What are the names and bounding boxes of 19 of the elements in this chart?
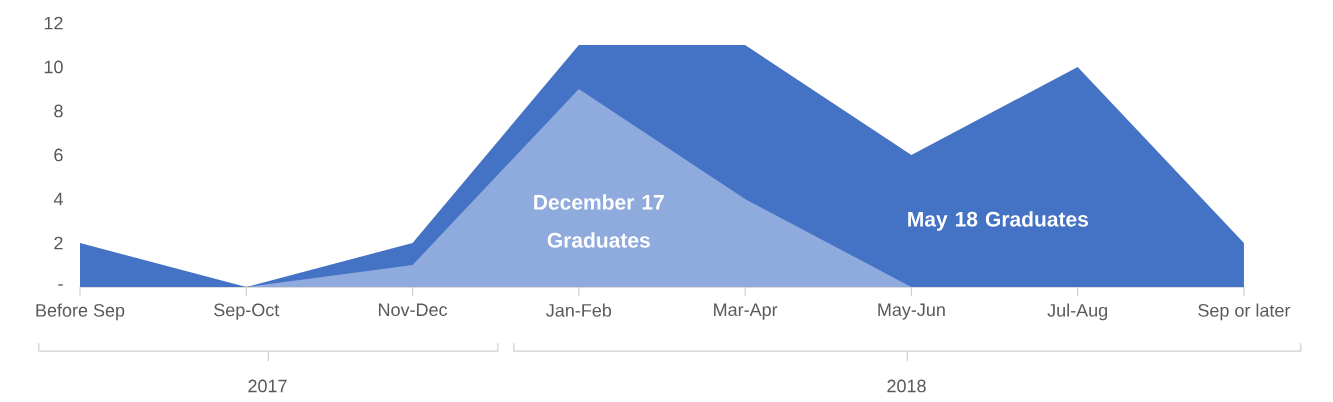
x-tick-label: Jul-Aug — [1047, 303, 1107, 321]
x-tick-label: Before Sep — [36, 303, 125, 321]
y-tick-label: 2 — [54, 236, 63, 250]
x-tick-label: Nov-Dec — [379, 303, 448, 317]
y-tick-label: 10 — [44, 60, 63, 74]
x-tick-label: Sep or later — [1198, 303, 1291, 321]
y-tick-label: 4 — [53, 192, 63, 206]
y-tick-label: - — [58, 284, 63, 286]
text: 2018 — [887, 379, 926, 393]
x-tick-label: Mar-Apr — [714, 303, 778, 320]
y-tick-label: 12 — [44, 16, 63, 30]
series-label: May 18 Graduates — [908, 211, 1088, 231]
series-label: December 17 Graduates — [534, 194, 664, 248]
y-tick-label: 6 — [54, 148, 63, 162]
x-tick-label: May-Jun — [878, 303, 945, 320]
text: 2017 — [248, 379, 287, 393]
y-tick-label: 8 — [54, 104, 63, 118]
x-tick-label: Sep-Oct — [214, 303, 280, 320]
x-tick-label: Jan-Feb — [546, 303, 612, 317]
